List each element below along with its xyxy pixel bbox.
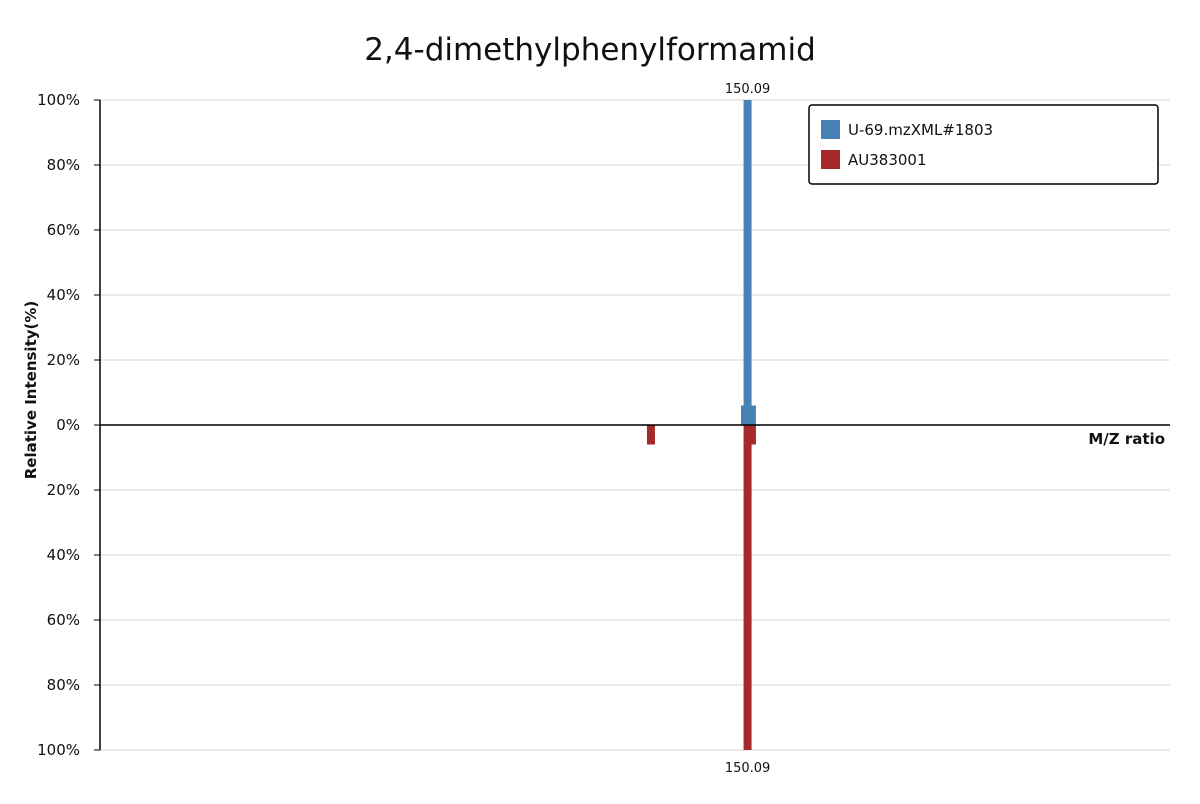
y-tick-label: 100%: [37, 91, 80, 109]
legend-swatch: [821, 120, 840, 139]
bar-reference: [646, 425, 655, 445]
axes: [94, 99, 1170, 751]
y-tick-label: 0%: [56, 416, 80, 434]
bar-reference: [747, 425, 756, 445]
chart-title: 2,4-dimethylphenylformamid: [364, 32, 816, 68]
bar-query: [747, 405, 756, 425]
bar-query: [743, 100, 752, 425]
peak-labels: 150.09 150.09: [725, 82, 771, 776]
y-tick-label: 100%: [37, 741, 80, 759]
y-tick-label: 40%: [47, 286, 80, 304]
y-tick-label: 20%: [47, 351, 80, 369]
y-tick-label: 20%: [47, 481, 80, 499]
bars: [646, 100, 756, 750]
y-tick-label: 80%: [47, 676, 80, 694]
legend-label: AU383001: [848, 151, 927, 169]
legend-swatch: [821, 150, 840, 169]
legend-box: [808, 104, 1159, 185]
bar-query: [741, 405, 750, 425]
y-tick-label: 80%: [47, 156, 80, 174]
y-axis-title: Relative Intensity(%): [22, 301, 40, 480]
legend: U-69.mzXML#1803 AU383001: [808, 104, 1159, 185]
x-axis-title: M/Z ratio: [1088, 430, 1165, 448]
y-tick-label: 60%: [47, 611, 80, 629]
y-tick-label: 60%: [47, 221, 80, 239]
bar-reference: [743, 425, 752, 750]
y-tick-labels: 100% 80% 60% 40% 20% 0% 20% 40% 60% 80% 100%: [37, 91, 80, 759]
legend-label: U-69.mzXML#1803: [848, 121, 993, 139]
peak-label: 150.09: [725, 761, 771, 776]
peak-label: 150.09: [725, 82, 771, 97]
y-tick-label: 40%: [47, 546, 80, 564]
